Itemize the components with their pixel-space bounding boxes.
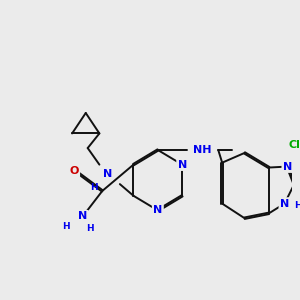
- Text: O: O: [69, 167, 79, 176]
- Text: H: H: [62, 221, 70, 230]
- Text: N: N: [178, 160, 187, 170]
- Text: N: N: [78, 211, 87, 221]
- Text: H: H: [86, 224, 94, 233]
- Text: N: N: [103, 169, 112, 179]
- Text: N: N: [283, 162, 292, 172]
- Text: H: H: [294, 201, 300, 210]
- Text: N: N: [280, 199, 289, 208]
- Text: NH: NH: [194, 145, 212, 155]
- Text: Cl: Cl: [288, 140, 300, 150]
- Text: H: H: [90, 182, 98, 191]
- Text: N: N: [153, 206, 163, 215]
